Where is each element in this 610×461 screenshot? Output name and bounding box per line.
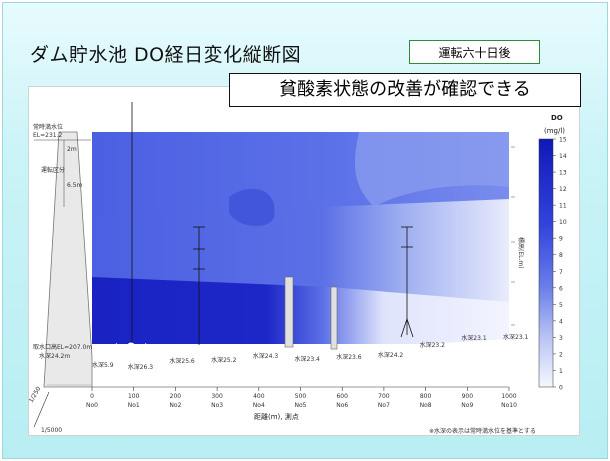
do-field	[92, 132, 509, 357]
pier-no5	[284, 276, 294, 348]
reservoir-bed	[92, 339, 509, 357]
legend-unit: (mg/l)	[544, 127, 565, 135]
station-label: No6	[336, 402, 348, 409]
label-top-water: 常時満水位	[33, 123, 63, 131]
legend-tick-label: 2	[559, 351, 563, 358]
station-label: No8	[420, 402, 432, 409]
label-depth-b: 6.5m	[67, 182, 83, 189]
legend-title: DO	[551, 114, 563, 122]
station-label: No5	[295, 402, 307, 409]
depth-label: 水深25.2	[211, 356, 237, 364]
legend-tick-label: 8	[559, 252, 563, 259]
footnote: ※水深の表示は常時満水位を基準とする	[429, 427, 536, 435]
pier-no6	[330, 286, 338, 350]
right-axis-label: 標高(EL.m)	[517, 237, 525, 269]
x-tick-label: 700	[378, 393, 390, 400]
dam-wall	[43, 131, 93, 388]
depth-label: 水深23.2	[420, 341, 446, 349]
legend-tick-label: 5	[559, 302, 563, 309]
x-tick-label: 800	[420, 393, 432, 400]
legend-tick-label: 1	[559, 368, 563, 375]
distance-axis: 0 No0 100 No1 200 No2 300 No3 400 No4 500 No5 600 No6…	[86, 386, 517, 409]
station-label: No0	[86, 402, 98, 409]
station-label: No2	[169, 402, 181, 409]
station-label: No9	[461, 402, 473, 409]
days-badge: 運転六十日後	[409, 40, 540, 64]
x-tick-label: 300	[211, 393, 223, 400]
legend-tick-label: 14	[559, 153, 567, 160]
depth-label: 水深23.4	[295, 355, 321, 363]
intake-point	[126, 342, 136, 352]
depth-label: 水深23.6	[336, 353, 362, 361]
station-label: No7	[378, 402, 390, 409]
x-tick-label: 500	[295, 393, 307, 400]
station-label: No10	[501, 402, 517, 409]
legend-tick-label: 10	[559, 219, 567, 226]
legend-tick-label: 9	[559, 236, 563, 243]
label-intake-el: 取水口高EL=207.0m	[33, 343, 92, 351]
legend-tick-label: 4	[559, 318, 563, 325]
label-bottom-depth: 水深24.2m	[39, 352, 70, 360]
x-tick-label: 900	[462, 393, 474, 400]
depth-label: 水深23.1	[503, 333, 529, 341]
callout-box: 貧酸素状態の改善が確認できる	[229, 73, 581, 107]
label-depth-a: 2m	[67, 146, 77, 153]
slide-title: ダム貯水池 DO経日変化縦断図	[30, 44, 302, 66]
legend-tick-label: 7	[559, 269, 563, 276]
x-axis-label: 距離(m), 測点	[254, 412, 299, 421]
depth-label: 水深26.3	[128, 363, 154, 371]
x-tick-label: 400	[253, 393, 265, 400]
do-field-lower	[92, 277, 509, 344]
legend-tick-label: 13	[559, 170, 567, 177]
depth-label: 水深25.6	[169, 357, 195, 365]
legend-tick-label: 15	[559, 137, 567, 144]
legend-tick-label: 3	[559, 335, 563, 342]
do-upstream-surface	[354, 132, 509, 207]
label-band: 運転区分	[41, 166, 65, 174]
label-el: EL=231.2	[33, 132, 63, 139]
depth-label: 水深24.2	[378, 351, 404, 359]
legend-colorbar	[538, 138, 554, 388]
scale-vertical: 1/250	[29, 385, 42, 404]
depth-label: 水深23.1	[461, 334, 487, 342]
x-tick-label: 200	[170, 393, 182, 400]
legend-tick-label: 6	[559, 285, 563, 292]
do-longitudinal-figure: 常時満水位 EL=231.2 2m 運転区分 6.5m 取水口高EL=207.0…	[28, 86, 580, 436]
depth-labels: 水深5.9 水深26.3 水深25.6 水深25.2 水深24.3 水深23.4 水深23.…	[92, 333, 529, 371]
x-tick-label: 100	[128, 393, 140, 400]
depth-label: 水深24.3	[253, 352, 279, 360]
x-tick-label: 600	[336, 393, 348, 400]
station-label: No3	[211, 402, 223, 409]
station-label: No4	[253, 402, 265, 409]
do-pocket	[229, 188, 275, 227]
x-tick-label: 1000	[501, 393, 516, 400]
x-tick-label: 0	[90, 393, 94, 400]
scale-horizontal: 1/5000	[41, 427, 62, 434]
figure-svg: 常時満水位 EL=231.2 2m 運転区分 6.5m 取水口高EL=207.0…	[29, 102, 567, 435]
legend-tick-label: 12	[559, 186, 567, 193]
right-axis-ticks	[511, 146, 515, 326]
legend-tick-label: 11	[559, 203, 567, 210]
legend-tick-label: 0	[559, 385, 563, 392]
depth-label: 水深5.9	[92, 361, 114, 369]
station-label: No1	[128, 402, 140, 409]
